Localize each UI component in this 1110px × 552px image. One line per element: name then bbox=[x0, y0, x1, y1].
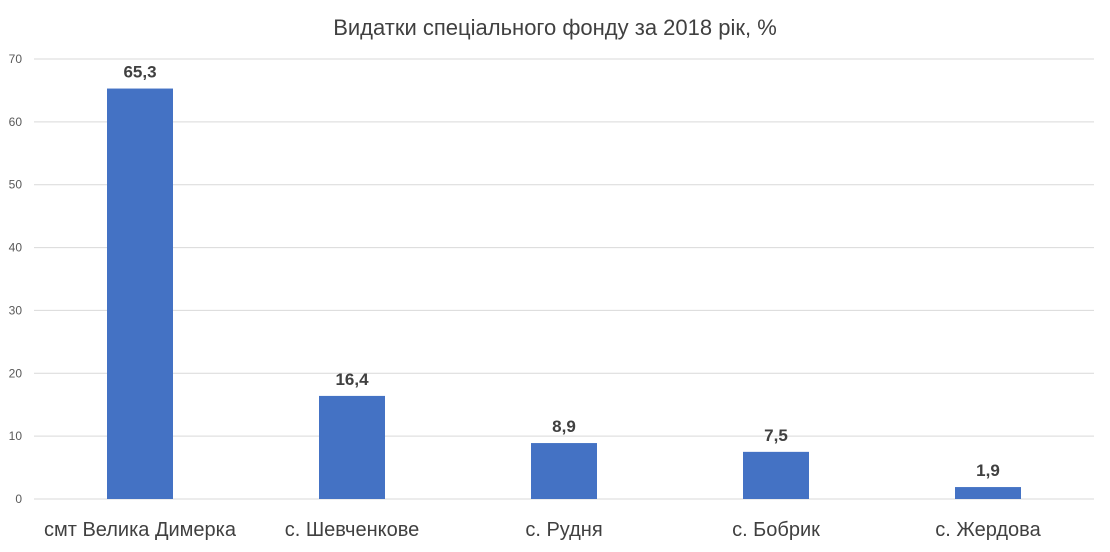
y-tick-label: 60 bbox=[9, 115, 23, 129]
bar bbox=[531, 443, 597, 499]
data-label: 16,4 bbox=[335, 370, 369, 389]
x-tick-label: с. Бобрик bbox=[732, 519, 820, 541]
bar bbox=[743, 451, 809, 499]
y-axis-ticks: 0 10 20 30 40 50 60 70 bbox=[9, 52, 23, 506]
chart-title: Видатки спеціального фонду за 2018 рік, … bbox=[333, 15, 777, 40]
data-labels: 65,3 16,4 8,9 7,5 1,9 bbox=[123, 63, 999, 481]
x-axis-ticks: смт Велика Димерка с. Шевченкове с. Рудня с… bbox=[44, 519, 1042, 541]
y-tick-label: 10 bbox=[9, 429, 23, 443]
y-tick-label: 20 bbox=[9, 366, 23, 380]
gridlines bbox=[34, 58, 1094, 500]
y-tick-label: 50 bbox=[9, 178, 23, 192]
data-label: 65,3 bbox=[123, 63, 156, 82]
bar bbox=[955, 487, 1021, 499]
x-tick-label: с. Жердова bbox=[935, 519, 1041, 541]
bar bbox=[319, 395, 385, 499]
data-label: 8,9 bbox=[552, 417, 576, 436]
bars bbox=[107, 88, 1021, 500]
y-tick-label: 0 bbox=[15, 492, 22, 506]
bar bbox=[107, 88, 173, 500]
x-tick-label: с. Рудня bbox=[525, 519, 602, 541]
y-tick-label: 30 bbox=[9, 303, 23, 317]
y-tick-label: 70 bbox=[9, 52, 23, 66]
y-tick-label: 40 bbox=[9, 241, 23, 255]
data-label: 7,5 bbox=[764, 426, 788, 445]
x-tick-label: смт Велика Димерка bbox=[44, 519, 237, 541]
x-tick-label: с. Шевченкове bbox=[285, 519, 420, 541]
data-label: 1,9 bbox=[976, 461, 1000, 480]
